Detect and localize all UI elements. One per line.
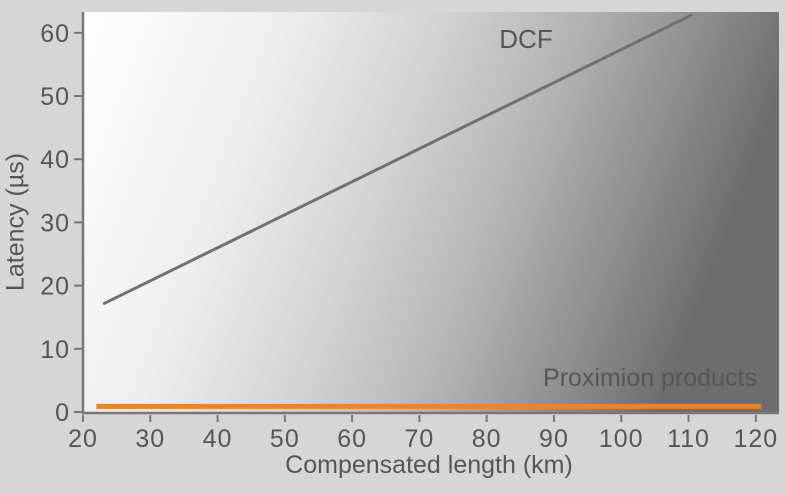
x-tick-label: 90 <box>539 425 569 453</box>
x-axis-title: Compensated length (km) <box>285 451 573 479</box>
series-line-dcf <box>102 13 694 306</box>
y-tick-label: 60 <box>40 20 70 48</box>
x-tick-label: 70 <box>404 425 434 453</box>
series-label-proximion: Proximion products <box>543 364 757 392</box>
x-tick-label: 100 <box>599 425 644 453</box>
x-tick-label: 110 <box>667 425 710 453</box>
y-tick-label: 30 <box>40 209 70 237</box>
y-tick-label: 50 <box>40 83 70 111</box>
plot-area <box>84 12 779 413</box>
x-tick-label: 80 <box>472 425 502 453</box>
x-tick-label: 60 <box>337 425 367 453</box>
y-tick-label: 20 <box>40 273 70 301</box>
series-label-dcf: DCF <box>499 24 553 54</box>
x-tick-label: 30 <box>135 425 165 453</box>
y-axis-title: Latency (µs) <box>1 152 30 292</box>
axis-lines <box>81 12 779 415</box>
y-tick-label: 10 <box>40 336 70 364</box>
x-tick-label: 20 <box>68 425 98 453</box>
y-tick-label: 40 <box>40 146 70 174</box>
x-tick-label: 120 <box>733 425 778 453</box>
x-tick-label: 40 <box>203 425 233 453</box>
x-tick-label: 50 <box>270 425 300 453</box>
y-tick-label: 0 <box>55 399 70 427</box>
